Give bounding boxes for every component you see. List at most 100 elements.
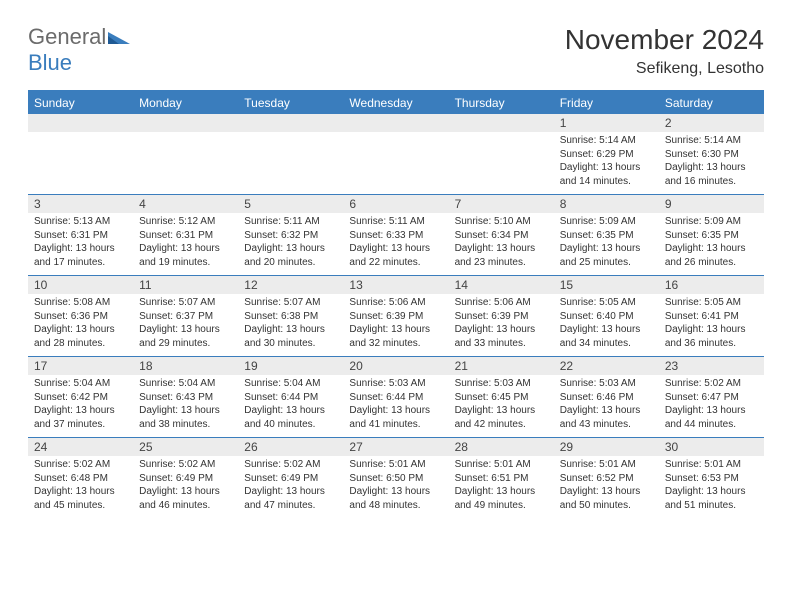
day-number: 3 [28,195,133,213]
day-cell [133,132,238,194]
week-body-row: Sunrise: 5:13 AM Sunset: 6:31 PM Dayligh… [28,213,764,275]
day-cell [238,132,343,194]
day-number [343,114,448,132]
daynum-row: 12 [28,114,764,132]
weekday-label: Saturday [659,92,764,114]
weekday-label: Sunday [28,92,133,114]
day-number: 16 [659,276,764,294]
title-block: November 2024 Sefikeng, Lesotho [565,24,764,78]
day-number: 1 [554,114,659,132]
day-cell [449,132,554,194]
daynum-row: 3456789 [28,194,764,213]
day-number: 13 [343,276,448,294]
day-cell: Sunrise: 5:03 AM Sunset: 6:45 PM Dayligh… [449,375,554,437]
day-cell: Sunrise: 5:02 AM Sunset: 6:47 PM Dayligh… [659,375,764,437]
day-cell: Sunrise: 5:06 AM Sunset: 6:39 PM Dayligh… [449,294,554,356]
day-number: 23 [659,357,764,375]
day-cell: Sunrise: 5:02 AM Sunset: 6:49 PM Dayligh… [238,456,343,518]
day-cell: Sunrise: 5:01 AM Sunset: 6:52 PM Dayligh… [554,456,659,518]
day-number: 15 [554,276,659,294]
day-number: 30 [659,438,764,456]
day-number: 11 [133,276,238,294]
location-subtitle: Sefikeng, Lesotho [565,60,764,78]
day-number: 12 [238,276,343,294]
day-number: 9 [659,195,764,213]
day-cell: Sunrise: 5:04 AM Sunset: 6:44 PM Dayligh… [238,375,343,437]
day-number [133,114,238,132]
day-cell: Sunrise: 5:05 AM Sunset: 6:40 PM Dayligh… [554,294,659,356]
day-cell [28,132,133,194]
day-number: 26 [238,438,343,456]
day-cell: Sunrise: 5:01 AM Sunset: 6:51 PM Dayligh… [449,456,554,518]
day-cell: Sunrise: 5:14 AM Sunset: 6:29 PM Dayligh… [554,132,659,194]
day-number: 28 [449,438,554,456]
day-cell: Sunrise: 5:04 AM Sunset: 6:43 PM Dayligh… [133,375,238,437]
day-cell: Sunrise: 5:02 AM Sunset: 6:48 PM Dayligh… [28,456,133,518]
day-cell: Sunrise: 5:14 AM Sunset: 6:30 PM Dayligh… [659,132,764,194]
weeks-container: 12Sunrise: 5:14 AM Sunset: 6:29 PM Dayli… [28,114,764,518]
day-number: 6 [343,195,448,213]
day-cell: Sunrise: 5:13 AM Sunset: 6:31 PM Dayligh… [28,213,133,275]
day-number: 18 [133,357,238,375]
day-cell: Sunrise: 5:04 AM Sunset: 6:42 PM Dayligh… [28,375,133,437]
daynum-row: 17181920212223 [28,356,764,375]
day-number [238,114,343,132]
day-number: 22 [554,357,659,375]
day-cell: Sunrise: 5:07 AM Sunset: 6:37 PM Dayligh… [133,294,238,356]
day-cell: Sunrise: 5:09 AM Sunset: 6:35 PM Dayligh… [659,213,764,275]
header: General Blue November 2024 Sefikeng, Les… [28,24,764,78]
calendar-page: General Blue November 2024 Sefikeng, Les… [0,0,792,530]
day-number: 10 [28,276,133,294]
daynum-row: 10111213141516 [28,275,764,294]
calendar-grid: Sunday Monday Tuesday Wednesday Thursday… [28,90,764,518]
weekday-label: Tuesday [238,92,343,114]
day-cell [343,132,448,194]
day-number: 21 [449,357,554,375]
weekday-label: Thursday [449,92,554,114]
week-body-row: Sunrise: 5:08 AM Sunset: 6:36 PM Dayligh… [28,294,764,356]
day-cell: Sunrise: 5:07 AM Sunset: 6:38 PM Dayligh… [238,294,343,356]
day-cell: Sunrise: 5:11 AM Sunset: 6:32 PM Dayligh… [238,213,343,275]
logo-text: General Blue [28,24,130,76]
day-cell: Sunrise: 5:08 AM Sunset: 6:36 PM Dayligh… [28,294,133,356]
week-body-row: Sunrise: 5:02 AM Sunset: 6:48 PM Dayligh… [28,456,764,518]
day-number: 17 [28,357,133,375]
week-body-row: Sunrise: 5:14 AM Sunset: 6:29 PM Dayligh… [28,132,764,194]
day-cell: Sunrise: 5:09 AM Sunset: 6:35 PM Dayligh… [554,213,659,275]
day-cell: Sunrise: 5:05 AM Sunset: 6:41 PM Dayligh… [659,294,764,356]
day-number: 29 [554,438,659,456]
day-number: 24 [28,438,133,456]
weekday-header: Sunday Monday Tuesday Wednesday Thursday… [28,92,764,114]
day-number: 20 [343,357,448,375]
day-number: 7 [449,195,554,213]
day-cell: Sunrise: 5:02 AM Sunset: 6:49 PM Dayligh… [133,456,238,518]
day-number: 25 [133,438,238,456]
day-cell: Sunrise: 5:01 AM Sunset: 6:53 PM Dayligh… [659,456,764,518]
day-number [449,114,554,132]
weekday-label: Monday [133,92,238,114]
weekday-label: Wednesday [343,92,448,114]
day-cell: Sunrise: 5:10 AM Sunset: 6:34 PM Dayligh… [449,213,554,275]
logo-part2: Blue [28,50,72,75]
day-cell: Sunrise: 5:03 AM Sunset: 6:46 PM Dayligh… [554,375,659,437]
day-number [28,114,133,132]
day-number: 5 [238,195,343,213]
day-number: 4 [133,195,238,213]
logo: General Blue [28,24,130,76]
day-number: 8 [554,195,659,213]
day-cell: Sunrise: 5:03 AM Sunset: 6:44 PM Dayligh… [343,375,448,437]
week-body-row: Sunrise: 5:04 AM Sunset: 6:42 PM Dayligh… [28,375,764,437]
day-number: 14 [449,276,554,294]
day-cell: Sunrise: 5:06 AM Sunset: 6:39 PM Dayligh… [343,294,448,356]
weekday-label: Friday [554,92,659,114]
page-title: November 2024 [565,24,764,56]
day-number: 19 [238,357,343,375]
daynum-row: 24252627282930 [28,437,764,456]
day-cell: Sunrise: 5:12 AM Sunset: 6:31 PM Dayligh… [133,213,238,275]
day-cell: Sunrise: 5:11 AM Sunset: 6:33 PM Dayligh… [343,213,448,275]
logo-part1: General [28,24,106,49]
day-number: 2 [659,114,764,132]
day-number: 27 [343,438,448,456]
day-cell: Sunrise: 5:01 AM Sunset: 6:50 PM Dayligh… [343,456,448,518]
logo-triangle-icon [108,30,130,49]
